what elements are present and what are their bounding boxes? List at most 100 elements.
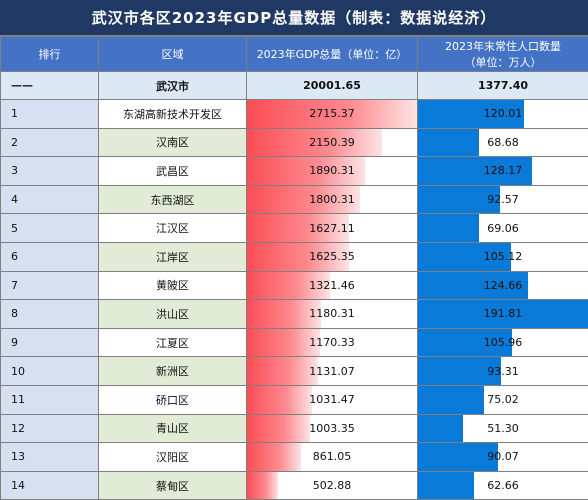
gdp-bar xyxy=(247,471,279,500)
population-value: 90.07 xyxy=(487,450,519,464)
gdp-value: 1180.31 xyxy=(309,307,355,321)
gdp-value: 1003.35 xyxy=(309,421,355,435)
rank-cell: 4 xyxy=(0,184,99,215)
population-cell: 75.02 xyxy=(417,384,588,415)
population-bar xyxy=(418,357,501,385)
table-row: 6 江岸区 1625.35 105.12 xyxy=(0,241,588,272)
population-value: 62.66 xyxy=(487,479,519,493)
table-row: 1 东湖高新技术开发区 2715.37 120.01 xyxy=(0,99,588,129)
gdp-cell: 1627.11 xyxy=(246,213,418,243)
rank-cell: 6 xyxy=(0,241,99,272)
header-population-line1: 2023年末常住人口数量 xyxy=(445,40,561,53)
table-row: 11 硚口区 1031.47 75.02 xyxy=(0,384,588,415)
population-bar xyxy=(418,128,479,157)
population-value: 124.66 xyxy=(483,278,523,292)
gdp-cell: 1131.07 xyxy=(246,356,418,386)
gdp-bar xyxy=(247,214,349,242)
gdp-cell: 2150.39 xyxy=(246,127,418,158)
population-cell: 105.12 xyxy=(417,241,588,272)
gdp-value: 1170.33 xyxy=(309,336,355,350)
rank-cell: 2 xyxy=(0,127,99,158)
population-cell: 51.30 xyxy=(417,413,588,444)
population-value: 105.12 xyxy=(483,250,523,264)
gdp-bar xyxy=(247,271,330,300)
population-bar xyxy=(418,328,512,357)
population-bar xyxy=(418,271,529,300)
rank-cell: 12 xyxy=(0,413,99,444)
population-bar xyxy=(418,414,464,443)
region-cell: 硚口区 xyxy=(98,384,247,415)
population-value: 120.01 xyxy=(483,107,523,121)
total-region: 武汉市 xyxy=(98,71,247,100)
region-cell: 东湖高新技术开发区 xyxy=(98,99,247,129)
table-row: 14 蔡甸区 502.88 62.66 xyxy=(0,470,588,500)
population-cell: 120.01 xyxy=(417,99,588,129)
gdp-value: 861.05 xyxy=(312,450,352,464)
table-row: 3 武昌区 1890.31 128.17 xyxy=(0,156,588,186)
population-cell: 124.66 xyxy=(417,270,588,301)
total-gdp: 20001.65 xyxy=(246,71,418,100)
header-population-line2: （单位：万人） xyxy=(464,56,542,69)
population-value: 191.81 xyxy=(483,307,523,321)
population-bar xyxy=(418,214,480,242)
header-gdp: 2023年GDP总量（单位：亿） xyxy=(246,36,418,72)
region-cell: 青山区 xyxy=(98,413,247,444)
gdp-value: 1031.47 xyxy=(309,393,355,407)
gdp-cell: 1890.31 xyxy=(246,156,418,186)
population-cell: 128.17 xyxy=(417,156,588,186)
population-cell: 105.96 xyxy=(417,327,588,358)
rank-cell: 1 xyxy=(0,99,99,129)
table-row: 10 新洲区 1131.07 93.31 xyxy=(0,356,588,386)
header-population: 2023年末常住人口数量 （单位：万人） xyxy=(417,36,588,72)
population-bar xyxy=(418,157,532,185)
gdp-cell: 1800.31 xyxy=(246,184,418,215)
region-cell: 江夏区 xyxy=(98,327,247,358)
gdp-bar xyxy=(247,357,318,385)
gdp-cell: 2715.37 xyxy=(246,99,418,129)
gdp-cell: 1625.35 xyxy=(246,241,418,272)
gdp-value: 1131.07 xyxy=(309,364,355,378)
gdp-cell: 861.05 xyxy=(246,442,418,472)
region-cell: 东西湖区 xyxy=(98,184,247,215)
gdp-cell: 1170.33 xyxy=(246,327,418,358)
gdp-bar xyxy=(247,185,360,214)
population-cell: 69.06 xyxy=(417,213,588,243)
population-value: 105.96 xyxy=(483,336,523,350)
gdp-bar xyxy=(247,242,349,271)
gdp-value: 1800.31 xyxy=(309,193,355,207)
header-row: 排行 区域 2023年GDP总量（单位：亿） 2023年末常住人口数量 （单位：… xyxy=(0,36,588,72)
population-cell: 93.31 xyxy=(417,356,588,386)
gdp-cell: 1003.35 xyxy=(246,413,418,444)
region-cell: 江汉区 xyxy=(98,213,247,243)
total-rank: —— xyxy=(0,71,99,100)
rank-cell: 5 xyxy=(0,213,99,243)
population-value: 128.17 xyxy=(483,164,523,178)
gdp-cell: 1180.31 xyxy=(246,299,418,329)
region-cell: 黄陂区 xyxy=(98,270,247,301)
rank-cell: 13 xyxy=(0,442,99,472)
gdp-value: 2715.37 xyxy=(309,107,355,121)
gdp-bar xyxy=(247,414,310,443)
gdp-bar xyxy=(247,128,382,157)
population-bar xyxy=(418,300,588,328)
rank-cell: 10 xyxy=(0,356,99,386)
gdp-bar xyxy=(247,385,312,414)
region-cell: 蔡甸区 xyxy=(98,470,247,500)
table-row: 4 东西湖区 1800.31 92.57 xyxy=(0,184,588,215)
total-population: 1377.40 xyxy=(417,71,588,100)
total-row: —— 武汉市 20001.65 1377.40 xyxy=(0,71,588,100)
population-value: 93.31 xyxy=(487,364,519,378)
table-row: 13 汉阳区 861.05 90.07 xyxy=(0,442,588,472)
rank-cell: 9 xyxy=(0,327,99,358)
gdp-value: 1890.31 xyxy=(309,164,355,178)
gdp-table: 排行 区域 2023年GDP总量（单位：亿） 2023年末常住人口数量 （单位：… xyxy=(0,36,588,500)
gdp-cell: 1031.47 xyxy=(246,384,418,415)
table-row: 2 汉南区 2150.39 68.68 xyxy=(0,127,588,158)
rank-cell: 7 xyxy=(0,270,99,301)
region-cell: 新洲区 xyxy=(98,356,247,386)
header-rank: 排行 xyxy=(0,36,99,72)
population-bar xyxy=(418,385,485,414)
region-cell: 汉阳区 xyxy=(98,442,247,472)
gdp-cell: 1321.46 xyxy=(246,270,418,301)
population-cell: 92.57 xyxy=(417,184,588,215)
